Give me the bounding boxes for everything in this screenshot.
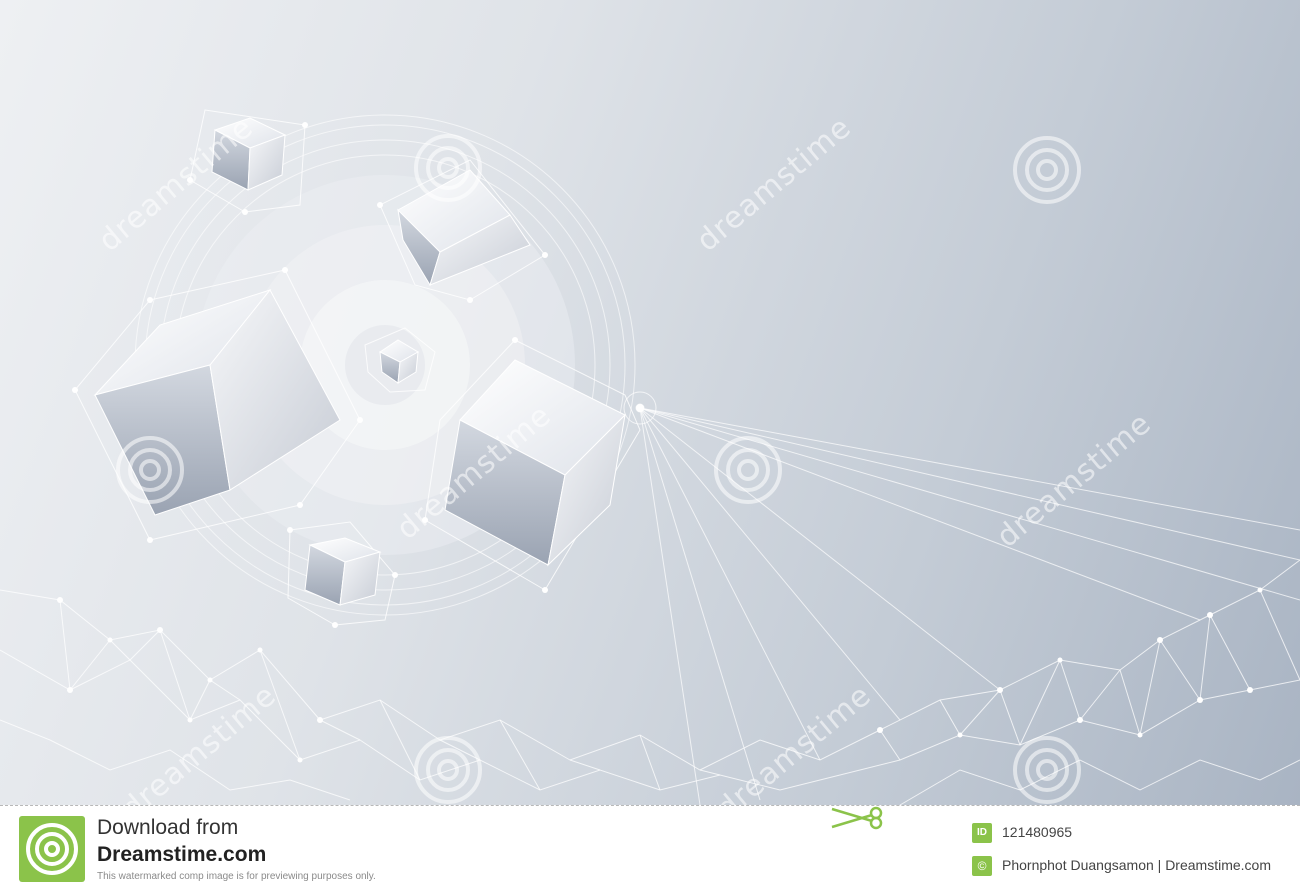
image-id: 121480965 <box>1002 824 1073 840</box>
spiral-icon <box>116 436 184 504</box>
spiral-icon <box>26 823 78 875</box>
site-link[interactable]: Dreamstime.com <box>97 843 267 866</box>
spiral-icon <box>414 134 482 202</box>
watermark-spirals <box>116 134 1081 804</box>
mesh-nodes <box>57 587 1263 763</box>
id-badge: ID <box>972 823 992 843</box>
spiral-icon <box>714 436 782 504</box>
download-label: Download from <box>97 816 239 839</box>
spiral-icon <box>414 736 482 804</box>
cube-small-bottom <box>287 521 396 626</box>
spiral-icon <box>1013 736 1081 804</box>
cube-large-right <box>424 339 641 591</box>
scissors-icon <box>828 806 888 835</box>
download-footer: Download from Dreamstime.com This waterm… <box>0 805 1300 894</box>
dreamstime-logo[interactable] <box>19 816 85 882</box>
cube-small-top <box>189 109 306 213</box>
preview-note: This watermarked comp image is for previ… <box>97 871 376 882</box>
copyright-icon: © <box>972 856 992 876</box>
spiral-icon <box>1013 136 1081 204</box>
low-poly-mesh <box>0 559 1300 805</box>
frame-nodes <box>72 122 548 628</box>
cube-upper-right <box>379 159 546 301</box>
author-credit[interactable]: Phornphot Duangsamon | Dreamstime.com <box>1002 857 1271 873</box>
illustration <box>0 109 1300 805</box>
hero-image: dreamstime dreamstime dreamstime dreamst… <box>0 0 1300 805</box>
radiating-lines <box>623 391 1300 805</box>
cube-center-tiny <box>364 327 436 393</box>
